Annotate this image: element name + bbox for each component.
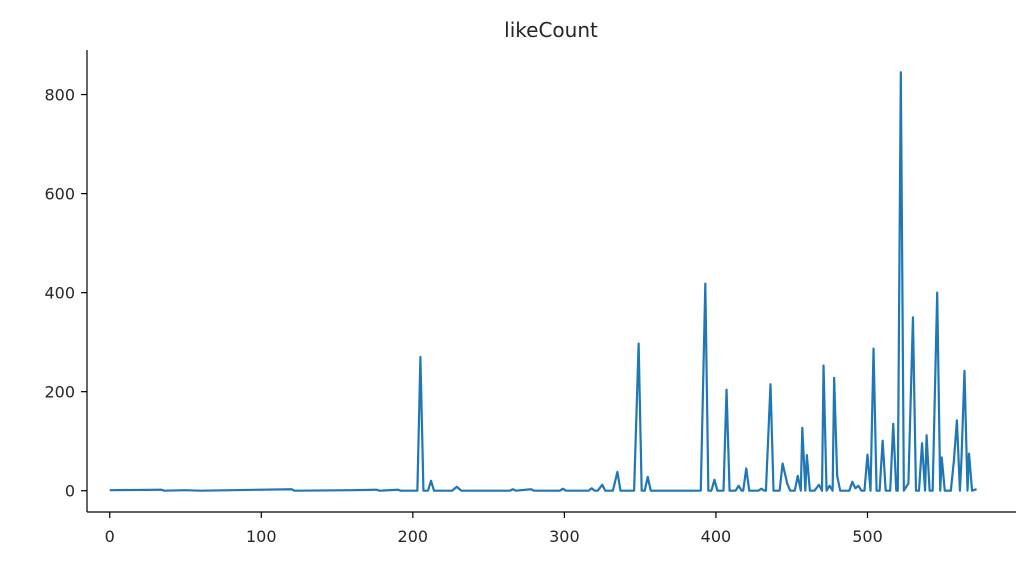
x-tick-label: 200 <box>398 527 429 546</box>
x-tick-label: 0 <box>105 527 115 546</box>
x-tick-label: 400 <box>701 527 732 546</box>
y-tick-label: 0 <box>65 482 75 501</box>
plot-area <box>109 71 977 492</box>
x-tick-label: 500 <box>852 527 883 546</box>
chart-title: likeCount <box>504 18 598 42</box>
y-tick-label: 800 <box>44 86 75 105</box>
y-tick-label: 400 <box>44 284 75 303</box>
x-tick-label: 300 <box>549 527 580 546</box>
axes: 0 100 200 300 400 500 0 200 400 600 800 <box>44 50 1016 546</box>
y-tick-label: 600 <box>44 185 75 204</box>
series-line <box>109 71 977 492</box>
y-tick-label: 200 <box>44 383 75 402</box>
x-tick-label: 100 <box>246 527 277 546</box>
